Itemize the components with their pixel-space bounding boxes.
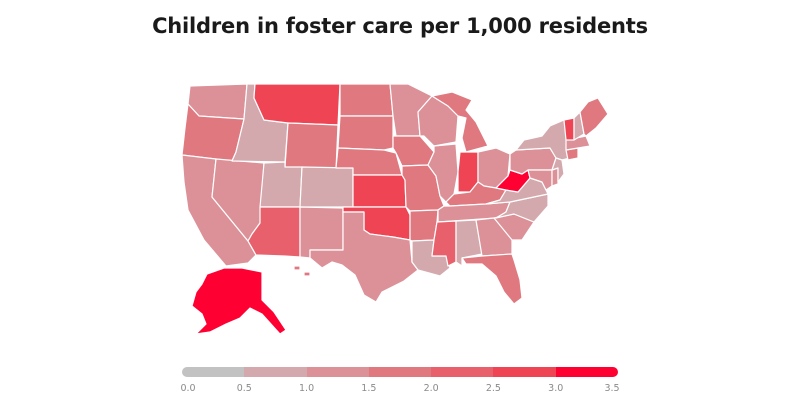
state-IL[interactable] [427,143,459,203]
state-ME[interactable] [579,97,609,137]
state-VT[interactable] [563,117,575,141]
state-SD[interactable] [337,115,394,151]
state-FL[interactable] [461,253,523,305]
legend-bin-4 [431,367,494,377]
legend-tick-label: 3.0 [548,383,564,394]
state-AR[interactable] [409,209,439,242]
state-ND[interactable] [339,83,394,117]
legend-bin-3 [368,367,432,377]
legend-bin-5 [493,367,557,377]
state-NC[interactable] [495,193,549,223]
state-TX[interactable] [309,211,419,303]
legend-tick-label: 1.0 [299,383,315,394]
legend-tick-label: 0.5 [236,383,252,394]
legend-tick-label: 2.0 [423,383,439,394]
legend-bin-1 [244,367,308,377]
color-scale-legend: 0.0 0.5 1.0 1.5 2.0 2.5 3.0 3.5 [180,367,620,394]
state-HI[interactable] [293,265,311,277]
map-title: Children in foster care per 1,000 reside… [152,14,648,38]
state-CO[interactable] [299,166,354,208]
state-MI[interactable] [431,91,489,153]
legend-tick-label: 0.0 [180,383,196,394]
state-UT[interactable] [259,161,303,208]
legend-bin-0 [182,367,245,377]
state-DE[interactable] [551,167,559,187]
state-KS[interactable] [352,174,407,208]
legend-tick-label: 1.5 [361,383,377,394]
state-NJ[interactable] [551,157,565,183]
state-MT[interactable] [253,83,341,126]
legend-bin-6 [555,367,619,377]
state-AK[interactable] [191,267,287,335]
legend-bin-2 [306,367,370,377]
legend-tick-label: 2.5 [485,383,501,394]
state-WY[interactable] [284,122,339,171]
legend-tick-label: 3.5 [604,383,620,394]
